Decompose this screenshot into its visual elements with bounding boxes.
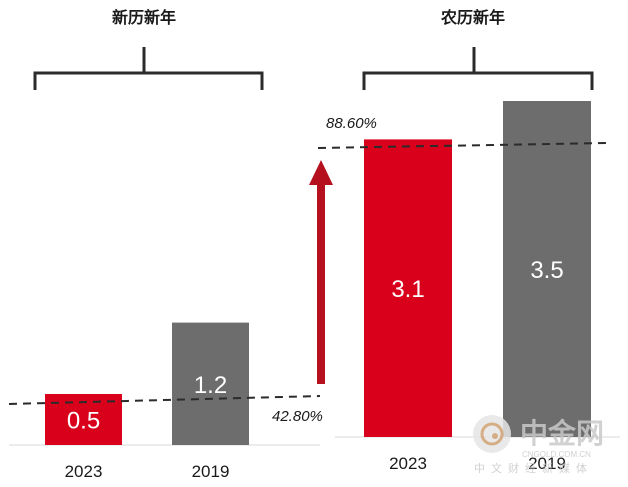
reference-line-low (8, 395, 321, 405)
value-label-group2-2023: 3.1 (391, 276, 424, 303)
bar-group1-2019 (172, 322, 249, 445)
tick-label-group2-2019: 2019 (528, 454, 566, 473)
value-label-group1-2019: 1.2 (194, 372, 227, 399)
bar-group2-2023 (364, 139, 452, 437)
growth-arrow (309, 160, 333, 384)
bracket-group-1 (33, 47, 264, 90)
bars-layer: 0.5 2023 1.2 2019 3.1 2023 3.5 2019 (45, 101, 591, 481)
group-title-1: 新历新年 (112, 8, 176, 27)
watermark: 中金网 CNGOLD.COM.CN 中文财经新媒体 (473, 415, 604, 475)
watermark-url: CNGOLD.COM.CN (522, 450, 591, 459)
value-label-group2-2019: 3.5 (530, 257, 563, 284)
tick-label-group2-2023: 2023 (389, 454, 427, 473)
watermark-name: 中金网 (520, 417, 604, 450)
watermark-logo-icon (473, 415, 511, 453)
group-title-2: 农历新年 (440, 8, 505, 27)
tick-label-group1-2023: 2023 (65, 462, 103, 481)
annotation-low-ratio: 42.80% (272, 408, 323, 425)
watermark-tagline: 中文财经新媒体 (474, 461, 593, 475)
tick-label-group1-2019: 2019 (192, 462, 230, 481)
reference-line-high (317, 142, 609, 149)
annotation-high-ratio: 88.60% (326, 115, 377, 132)
bracket-group-2 (362, 47, 594, 90)
value-label-group1-2023: 0.5 (67, 408, 100, 435)
bar-group2-2019 (503, 101, 591, 437)
